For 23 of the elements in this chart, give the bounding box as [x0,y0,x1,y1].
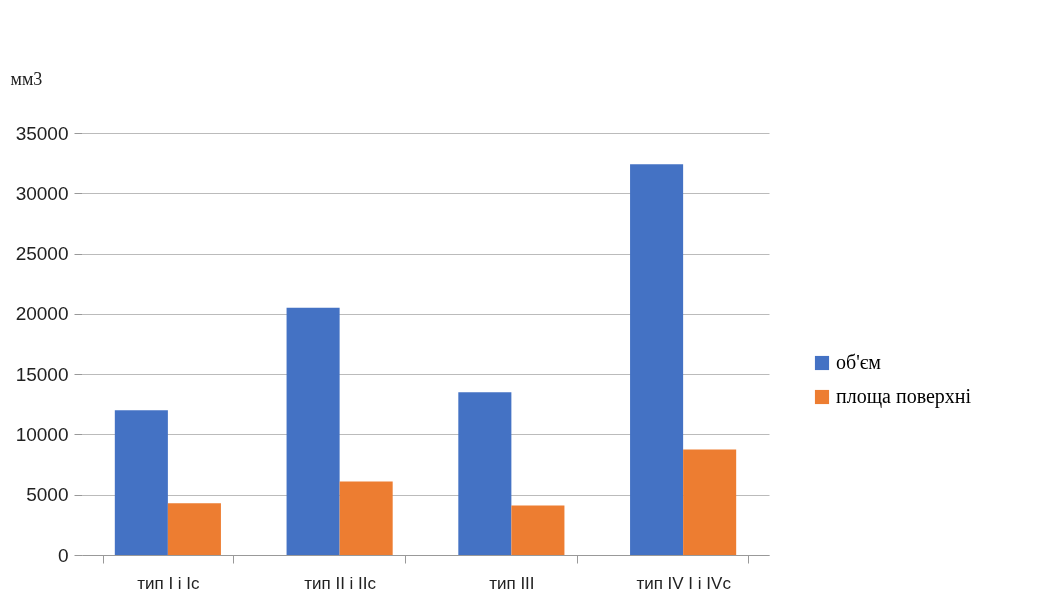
bar [511,505,565,555]
x-tick-label: тип I і Ic [137,573,201,593]
bar [458,392,512,555]
y-tick-label: 25000 [15,243,69,265]
y-tick-label: 30000 [15,182,69,204]
bar [339,481,393,555]
legend-label: площа поверхні [836,385,972,408]
y-axis-title: мм3 [10,68,43,89]
bar [286,307,340,555]
x-tick-label: тип IV I і IVc [636,573,732,593]
bar [630,164,684,555]
y-tick-label: 35000 [15,122,69,144]
y-tick-label: 15000 [15,363,69,385]
y-tick-label: 5000 [26,484,69,506]
bar [683,449,737,555]
y-tick-label: 20000 [15,303,69,325]
legend-label: об'єм [836,351,882,373]
y-tick-label: 10000 [15,423,69,445]
x-tick-label: тип III [489,573,535,593]
x-tick-label: тип II і IIc [304,573,377,593]
bar [114,410,168,555]
y-tick-label: 0 [57,544,69,566]
bar [167,503,221,555]
